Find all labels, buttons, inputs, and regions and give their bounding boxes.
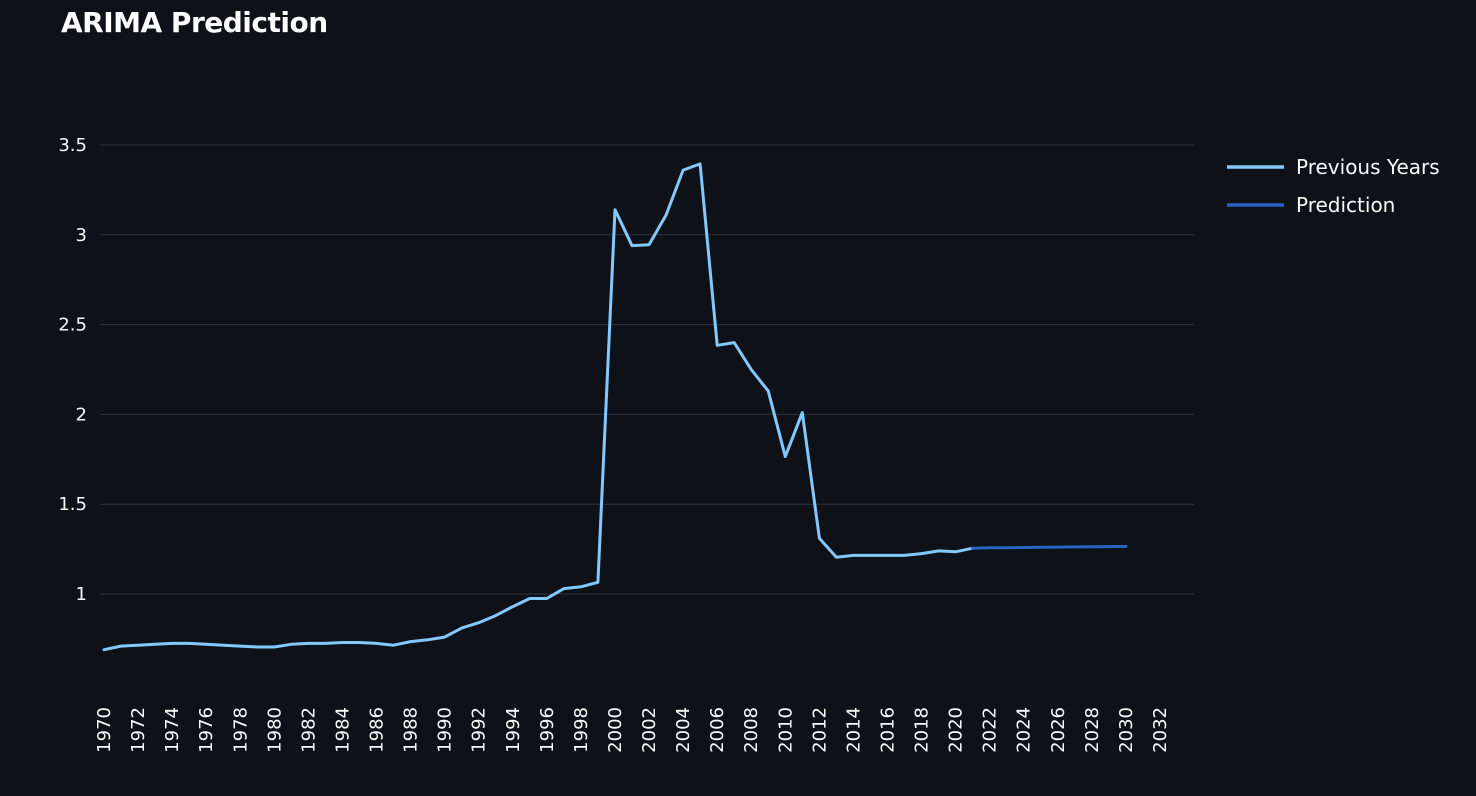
x-tick-label: 1992 [469, 707, 490, 753]
x-axis-ticks: 1970 1972 1974 1976 1978 1980 1982 1984 1986 1988… [94, 707, 1171, 753]
x-tick-label: 2024 [1014, 707, 1035, 753]
legend-label: Previous Years [1296, 155, 1440, 179]
x-tick-label: 2008 [741, 707, 762, 753]
x-tick-label: 2032 [1150, 707, 1171, 753]
x-tick-label: 1986 [367, 707, 388, 753]
x-tick-label: 2026 [1048, 707, 1069, 753]
x-tick-label: 2028 [1082, 707, 1103, 753]
series-lines [102, 162, 1128, 652]
x-tick-label: 1980 [264, 707, 285, 753]
chart-title: ARIMA Prediction [61, 6, 328, 39]
y-tick-label: 2 [76, 404, 87, 425]
legend-label: Prediction [1296, 193, 1395, 217]
x-tick-label: 2012 [809, 707, 830, 753]
series-line-previous-years [102, 162, 975, 652]
x-tick-label: 2022 [980, 707, 1001, 753]
x-tick-label: 2006 [707, 707, 728, 753]
x-tick-label: 2020 [946, 707, 967, 753]
legend[interactable]: Previous Years Prediction [1227, 155, 1440, 217]
legend-item-previous-years[interactable]: Previous Years [1227, 155, 1440, 179]
x-tick-label: 2000 [605, 707, 626, 753]
x-tick-label: 2002 [639, 707, 660, 753]
x-tick-label: 1982 [298, 707, 319, 753]
x-tick-label: 2004 [673, 707, 694, 753]
x-tick-label: 2018 [912, 707, 933, 753]
series-line-prediction [971, 544, 1128, 550]
legend-item-prediction[interactable]: Prediction [1227, 193, 1395, 217]
x-tick-label: 2030 [1116, 707, 1137, 753]
y-tick-label: 3.5 [58, 135, 87, 156]
x-tick-label: 2016 [877, 707, 898, 753]
x-tick-label: 1974 [162, 707, 183, 753]
x-tick-label: 1978 [230, 707, 251, 753]
x-tick-label: 1990 [435, 707, 456, 753]
x-tick-label: 1996 [537, 707, 558, 753]
x-tick-label: 1970 [94, 707, 115, 753]
x-tick-label: 1988 [401, 707, 422, 753]
x-tick-label: 1976 [196, 707, 217, 753]
x-tick-label: 1984 [332, 707, 353, 753]
x-tick-label: 2010 [775, 707, 796, 753]
x-tick-label: 1998 [571, 707, 592, 753]
grid-lines [100, 144, 1194, 595]
x-tick-label: 2014 [843, 707, 864, 753]
y-tick-label: 1.5 [58, 494, 87, 515]
x-tick-label: 1994 [503, 707, 524, 753]
y-axis-ticks: 1 1.5 2 2.5 3 3.5 [58, 135, 87, 605]
x-tick-label: 1972 [128, 707, 149, 753]
y-tick-label: 2.5 [58, 315, 87, 336]
y-tick-label: 1 [76, 584, 87, 605]
y-tick-label: 3 [76, 225, 87, 246]
